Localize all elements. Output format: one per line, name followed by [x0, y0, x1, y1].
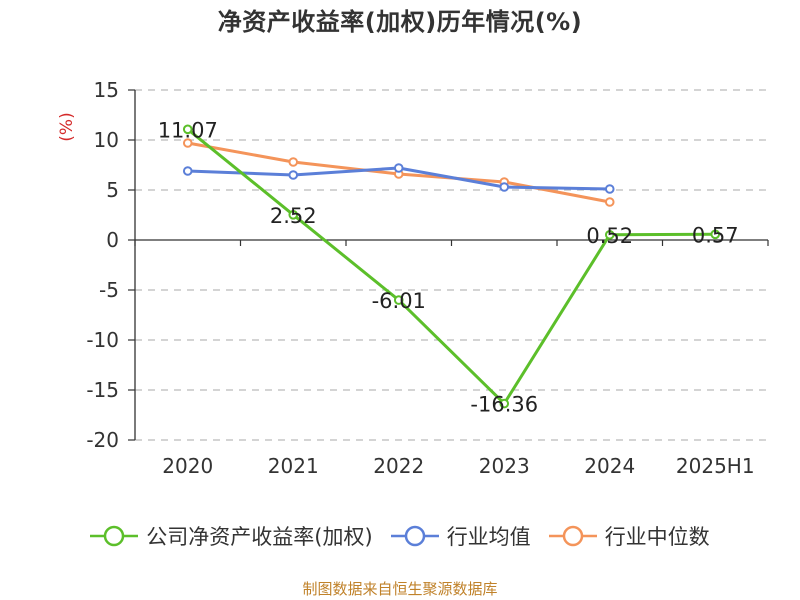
legend-line-marker-icon — [390, 525, 439, 547]
data-point — [182, 166, 193, 176]
legend: 公司净资产收益率(加权) 行业均值 行业中位数 — [0, 520, 800, 552]
data-point — [499, 398, 510, 409]
y-axis-unit-label: (%) — [57, 112, 77, 141]
data-label: 0.52 — [586, 224, 633, 248]
series-lines — [182, 124, 721, 409]
data-label: 11.07 — [158, 118, 218, 142]
y-tick-label: -10 — [86, 328, 119, 352]
x-tick-label: 2021 — [268, 454, 319, 478]
y-tick-label: 10 — [94, 128, 119, 152]
x-tick-label: 2024 — [584, 454, 635, 478]
legend-label-industry-median: 行业中位数 — [604, 525, 710, 549]
data-label: 0.57 — [692, 223, 739, 247]
data-point — [288, 157, 299, 167]
data-source-note: 制图数据来自恒生聚源数据库 — [302, 580, 498, 598]
data-point — [604, 184, 615, 194]
data-point — [288, 210, 299, 220]
y-tick-label: -20 — [86, 428, 119, 452]
legend-line-marker-icon — [548, 525, 597, 547]
data-point — [393, 295, 404, 305]
axes: 15 10 5 0 -5 -10 -15 -20 2020 2021 2022 2023 2024 202… — [86, 78, 769, 478]
data-labels: 11.07 2.52 -6.01 -16.36 0.52 0.57 — [158, 118, 739, 416]
legend-label-company: 公司净资产收益率(加权) — [146, 525, 373, 549]
data-point — [604, 197, 615, 207]
data-point — [182, 138, 193, 148]
data-point — [393, 163, 404, 173]
legend-item-industry-average[interactable]: 行业均值 — [390, 521, 531, 551]
legend-item-industry-median[interactable]: 行业中位数 — [548, 521, 710, 551]
x-tick-label: 2023 — [479, 454, 530, 478]
data-point — [710, 229, 721, 240]
y-tick-label: -5 — [99, 278, 119, 302]
y-tick-label: 15 — [94, 78, 119, 102]
data-point — [288, 170, 299, 180]
data-point — [499, 182, 510, 192]
y-tick-label: -15 — [86, 378, 119, 402]
chart-title: 净资产收益率(加权)历年情况(%) — [217, 8, 583, 36]
series-line-company — [186, 128, 716, 406]
data-label: -6.01 — [372, 289, 426, 313]
data-point — [604, 230, 615, 240]
data-label: 2.52 — [270, 204, 317, 228]
x-tick-label: 2022 — [373, 454, 424, 478]
y-tick-label: 5 — [106, 178, 119, 202]
legend-label-industry-average: 行业均值 — [446, 525, 531, 549]
legend-item-company[interactable]: 公司净资产收益率(加权) — [90, 521, 373, 551]
grid-lines — [135, 89, 768, 441]
data-point — [182, 124, 193, 135]
y-tick-label: 0 — [106, 228, 119, 252]
data-label: -16.36 — [470, 393, 538, 417]
x-tick-label: 2025H1 — [676, 454, 755, 478]
legend-line-marker-icon — [90, 525, 139, 547]
x-tick-label: 2020 — [162, 454, 213, 478]
